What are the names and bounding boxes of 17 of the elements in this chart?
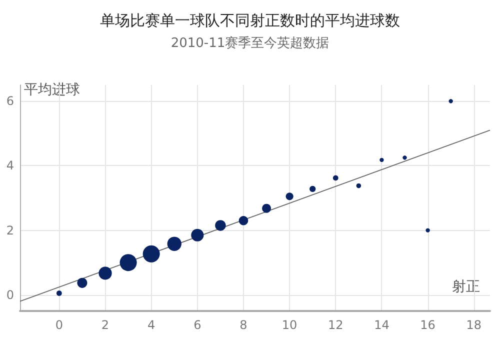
y-tick-label: 2 xyxy=(6,223,14,238)
x-axis-title: 射正 xyxy=(452,279,480,295)
x-tick-label: 2 xyxy=(101,318,110,332)
x-tick-label: 0 xyxy=(55,318,63,332)
x-tick-label: 14 xyxy=(374,318,390,332)
x-tick-label: 12 xyxy=(328,318,344,332)
x-tick-label: 8 xyxy=(240,318,248,332)
x-tick-label: 4 xyxy=(148,318,156,332)
chart-title: 单场比赛单一球队不同射正数时的平均进球数 xyxy=(100,12,400,30)
x-tick-label: 16 xyxy=(420,318,436,332)
x-tick-label: 10 xyxy=(282,318,298,332)
x-tick-label: 6 xyxy=(194,318,202,332)
y-tick-label: 0 xyxy=(6,288,14,302)
x-tick-label: 18 xyxy=(466,318,482,332)
chart-subtitle: 2010-11赛季至今英超数据 xyxy=(170,35,330,51)
y-tick-label: 6 xyxy=(6,94,14,108)
y-tick-label: 4 xyxy=(6,158,14,173)
